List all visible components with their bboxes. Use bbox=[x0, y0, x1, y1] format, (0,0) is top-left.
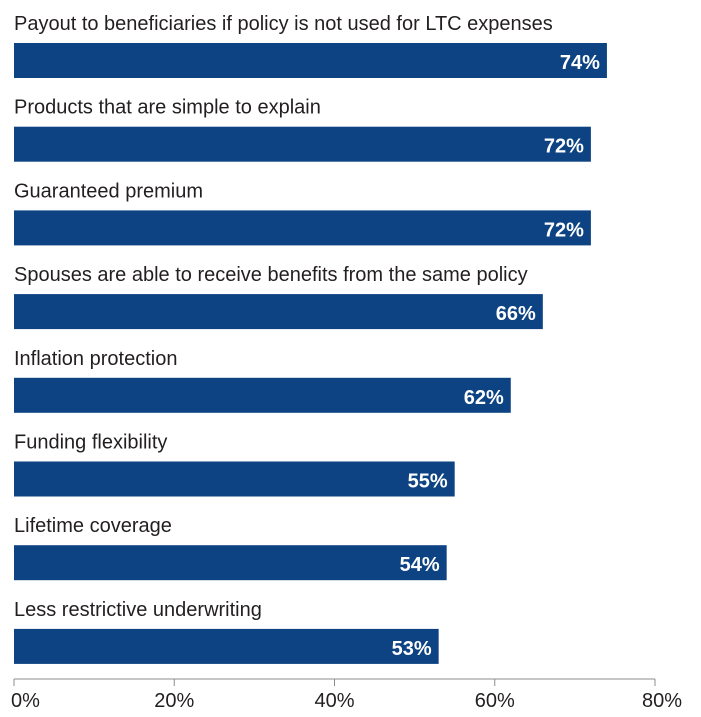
bars-layer: Payout to beneficiaries if policy is not… bbox=[14, 13, 607, 664]
value-label: 53% bbox=[392, 638, 432, 660]
category-label: Payout to beneficiaries if policy is not… bbox=[14, 13, 553, 35]
bar bbox=[14, 628, 439, 664]
bar bbox=[14, 126, 591, 162]
value-label: 54% bbox=[400, 554, 440, 576]
bar bbox=[14, 294, 543, 330]
bar bbox=[14, 545, 447, 581]
value-label: 72% bbox=[544, 136, 584, 158]
category-label: Funding flexibility bbox=[14, 432, 167, 454]
value-label: 72% bbox=[544, 219, 584, 241]
value-label: 62% bbox=[464, 387, 504, 409]
category-label: Lifetime coverage bbox=[14, 515, 172, 537]
value-label: 66% bbox=[496, 303, 536, 325]
value-label: 55% bbox=[408, 471, 448, 493]
bar bbox=[14, 43, 607, 78]
category-label: Guaranteed premium bbox=[14, 180, 203, 202]
category-label: Spouses are able to receive benefits fro… bbox=[14, 264, 528, 286]
x-tick-label: 40% bbox=[314, 690, 354, 712]
bar bbox=[14, 377, 511, 413]
category-label: Less restrictive underwriting bbox=[14, 599, 262, 621]
value-label: 74% bbox=[560, 52, 600, 74]
bar bbox=[14, 210, 591, 246]
category-label: Inflation protection bbox=[14, 348, 177, 370]
x-tick-label: 60% bbox=[475, 690, 515, 712]
x-tick-label: 0% bbox=[11, 690, 40, 712]
bar bbox=[14, 461, 455, 497]
x-tick-label: 80% bbox=[642, 690, 682, 712]
x-tick-label: 20% bbox=[154, 690, 194, 712]
x-axis: 0% 20% 40% 60% 80% bbox=[11, 678, 682, 712]
category-label: Products that are simple to explain bbox=[14, 97, 321, 119]
